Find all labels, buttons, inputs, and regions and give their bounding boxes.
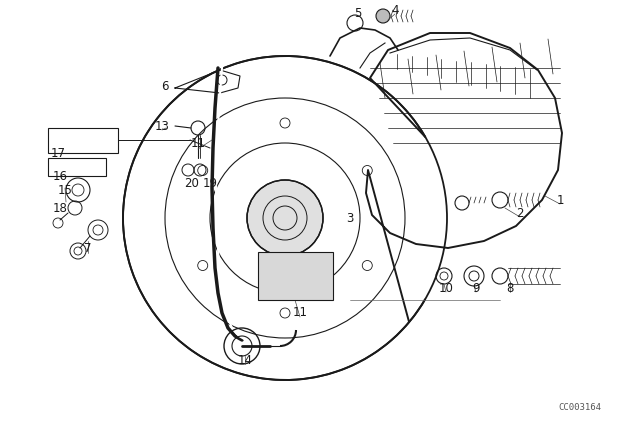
Text: 20: 20: [184, 177, 200, 190]
Text: 15: 15: [58, 184, 72, 197]
Text: 17: 17: [51, 146, 65, 159]
Bar: [48, 158, 106, 176]
Text: 11: 11: [292, 306, 307, 319]
Text: 10: 10: [438, 281, 453, 294]
Text: 2: 2: [516, 207, 524, 220]
Text: 8: 8: [506, 281, 514, 294]
Text: 16: 16: [52, 169, 67, 182]
Bar: [258, 252, 333, 300]
Text: 14: 14: [237, 353, 253, 366]
Text: 1: 1: [556, 194, 564, 207]
Text: 4: 4: [391, 4, 399, 17]
Text: 11: 11: [191, 137, 205, 150]
Text: 19: 19: [202, 177, 218, 190]
Text: 18: 18: [52, 202, 67, 215]
Bar: [48, 128, 118, 153]
Text: 13: 13: [155, 120, 170, 133]
Circle shape: [376, 9, 390, 23]
Circle shape: [247, 180, 323, 256]
Text: 5: 5: [355, 7, 362, 20]
Text: CC003164: CC003164: [559, 404, 602, 413]
Text: 7: 7: [84, 241, 92, 254]
Text: 3: 3: [346, 211, 354, 224]
Text: 9: 9: [472, 281, 480, 294]
Text: 6: 6: [161, 79, 169, 92]
